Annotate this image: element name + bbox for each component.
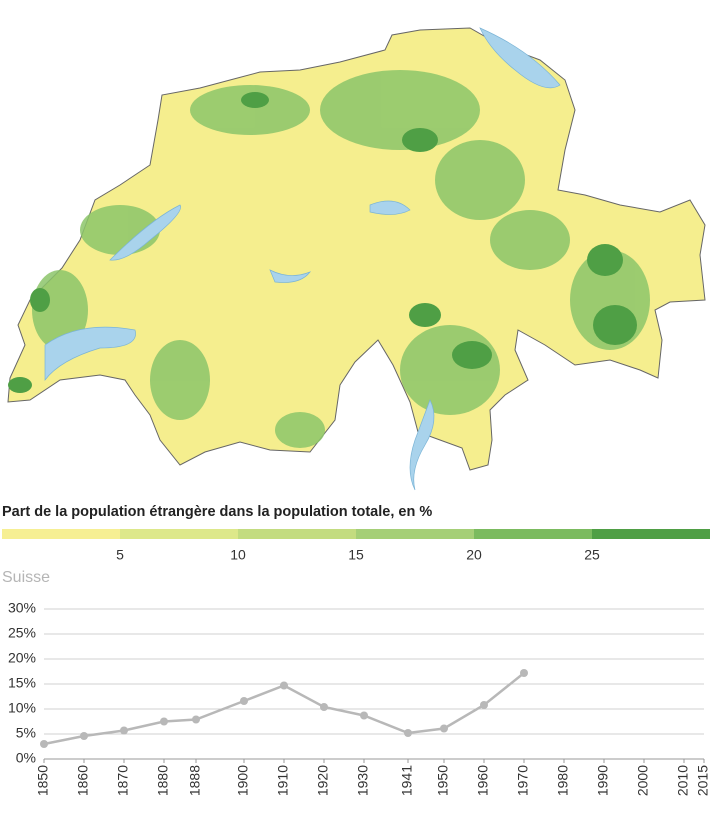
legend-swatch bbox=[2, 529, 120, 539]
point bbox=[480, 701, 488, 709]
map bbox=[7, 27, 706, 491]
x-tick-label: 1920 bbox=[315, 765, 331, 796]
point bbox=[320, 703, 328, 711]
legend-tick-label: 25 bbox=[584, 547, 600, 563]
x-tick-label: 1910 bbox=[275, 765, 291, 796]
point bbox=[80, 732, 88, 740]
x-tick-label: 1980 bbox=[555, 765, 571, 796]
line-chart: 0% 5% 10% 15% 20% 25% 30% 1850 1860 1870 1880 1888 1… bbox=[8, 600, 710, 796]
point bbox=[280, 681, 288, 690]
legend-swatch bbox=[356, 529, 474, 539]
legend-tick-label: 5 bbox=[116, 547, 124, 563]
point bbox=[160, 717, 168, 726]
y-tick-label: 20% bbox=[8, 650, 36, 666]
legend-tick-label: 20 bbox=[466, 547, 482, 563]
y-tick-label: 5% bbox=[16, 725, 36, 741]
legend-title: Part de la population étrangère dans la … bbox=[2, 504, 432, 520]
x-tick-label: 1900 bbox=[235, 765, 251, 796]
x-tick-label: 1941 bbox=[399, 765, 415, 796]
x-tick-label: 1888 bbox=[187, 765, 203, 796]
x-tick-label: 1930 bbox=[355, 765, 371, 796]
point bbox=[360, 711, 368, 720]
legend-swatch bbox=[474, 529, 592, 539]
legend-swatch bbox=[238, 529, 356, 539]
map-patches bbox=[32, 70, 650, 448]
x-tick-label: 1870 bbox=[115, 765, 131, 796]
x-tick-label: 1950 bbox=[435, 765, 451, 796]
x-tick-label: 1850 bbox=[35, 765, 51, 796]
point bbox=[520, 669, 528, 677]
y-tick-label: 30% bbox=[8, 600, 36, 616]
legend-tick-label: 15 bbox=[348, 547, 364, 563]
point bbox=[192, 715, 200, 724]
chart-title: Suisse bbox=[2, 569, 50, 586]
x-tick-label: 1860 bbox=[75, 765, 91, 796]
x-tick-label: 2000 bbox=[635, 765, 651, 796]
legend-swatch bbox=[120, 529, 238, 539]
y-tick-label: 25% bbox=[8, 625, 36, 641]
point bbox=[120, 726, 128, 735]
point bbox=[440, 724, 448, 733]
lakes bbox=[44, 27, 561, 491]
legend-swatch bbox=[592, 529, 710, 539]
map-dark-patches bbox=[8, 92, 637, 393]
x-tick-label: 1970 bbox=[515, 765, 531, 796]
legend: 5 10 15 20 25 bbox=[2, 529, 710, 563]
x-tick-label: 1990 bbox=[595, 765, 611, 796]
y-tick-label: 10% bbox=[8, 700, 36, 716]
x-tick-label: 1880 bbox=[155, 765, 171, 796]
legend-tick-label: 10 bbox=[230, 547, 246, 563]
x-tick-label: 2010 bbox=[675, 765, 691, 796]
y-tick-label: 0% bbox=[16, 750, 36, 766]
x-tick-label: 1960 bbox=[475, 765, 491, 796]
y-tick-label: 15% bbox=[8, 675, 36, 691]
point bbox=[240, 697, 248, 705]
x-tick-label: 2015 bbox=[695, 765, 710, 796]
point bbox=[404, 729, 412, 737]
point bbox=[40, 740, 48, 748]
